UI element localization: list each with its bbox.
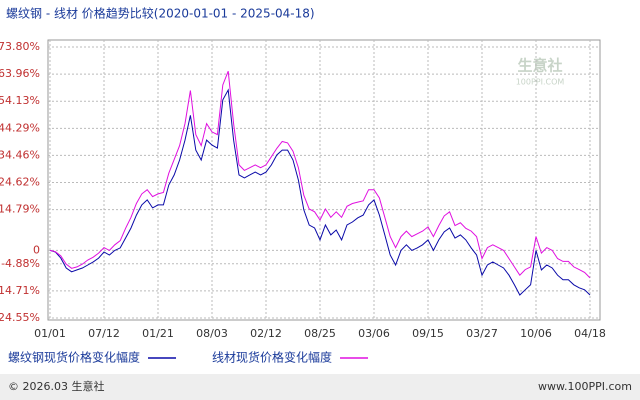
y-tick-label: 34.46%: [0, 148, 40, 161]
y-tick-label: -24.55%: [0, 311, 40, 324]
watermark: 100PPI.COM: [516, 78, 565, 87]
plot-frame: [47, 39, 601, 321]
footer-bar: [0, 374, 640, 400]
y-tick-label: 73.80%: [0, 40, 40, 53]
x-tick-label: 03/06: [358, 327, 390, 340]
series-line: [49, 71, 591, 279]
x-tick-label: 09/15: [412, 327, 444, 340]
x-tick-label: 01/01: [34, 327, 66, 340]
y-tick-label: 14.79%: [0, 203, 40, 216]
legend-label: 线材现货价格变化幅度: [212, 350, 332, 365]
y-tick-label: 24.62%: [0, 176, 40, 189]
chart-title: 螺纹钢 - 线材 价格趋势比较(2020-01-01 - 2025-04-18): [6, 6, 315, 21]
x-tick-label: 08/03: [196, 327, 228, 340]
x-tick-label: 02/12: [250, 327, 282, 340]
y-tick-label: 44.29%: [0, 121, 40, 134]
y-tick-label: 63.96%: [0, 67, 40, 80]
y-tick-label: 54.13%: [0, 94, 40, 107]
legend-label: 螺纹钢现货价格变化幅度: [8, 350, 140, 365]
watermark: 生意社: [517, 57, 562, 75]
x-tick-label: 03/27: [466, 327, 498, 340]
x-tick-label: 10/06: [520, 327, 552, 340]
footer-right: www.100PPI.com: [538, 380, 632, 393]
x-tick-label: 04/18: [574, 327, 606, 340]
series-line: [49, 88, 591, 296]
x-tick-label: 01/21: [142, 327, 174, 340]
y-tick-label: -14.71%: [0, 284, 40, 297]
y-tick-label: -4.88%: [1, 257, 40, 270]
x-tick-label: 07/12: [88, 327, 120, 340]
x-tick-label: 08/25: [304, 327, 336, 340]
footer-left: © 2026.03 生意社: [8, 379, 104, 393]
y-tick-label: 0: [33, 243, 40, 256]
